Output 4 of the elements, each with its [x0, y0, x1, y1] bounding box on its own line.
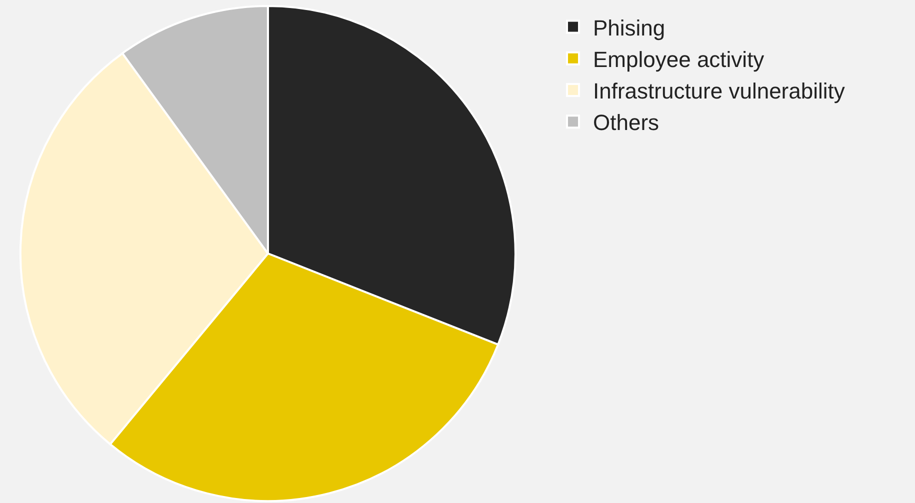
legend-label: Others: [593, 110, 660, 136]
legend-label: Employee activity: [593, 46, 764, 72]
legend-label: Phising: [593, 15, 666, 40]
legend-label: Infrastructure vulnerability: [593, 78, 845, 104]
